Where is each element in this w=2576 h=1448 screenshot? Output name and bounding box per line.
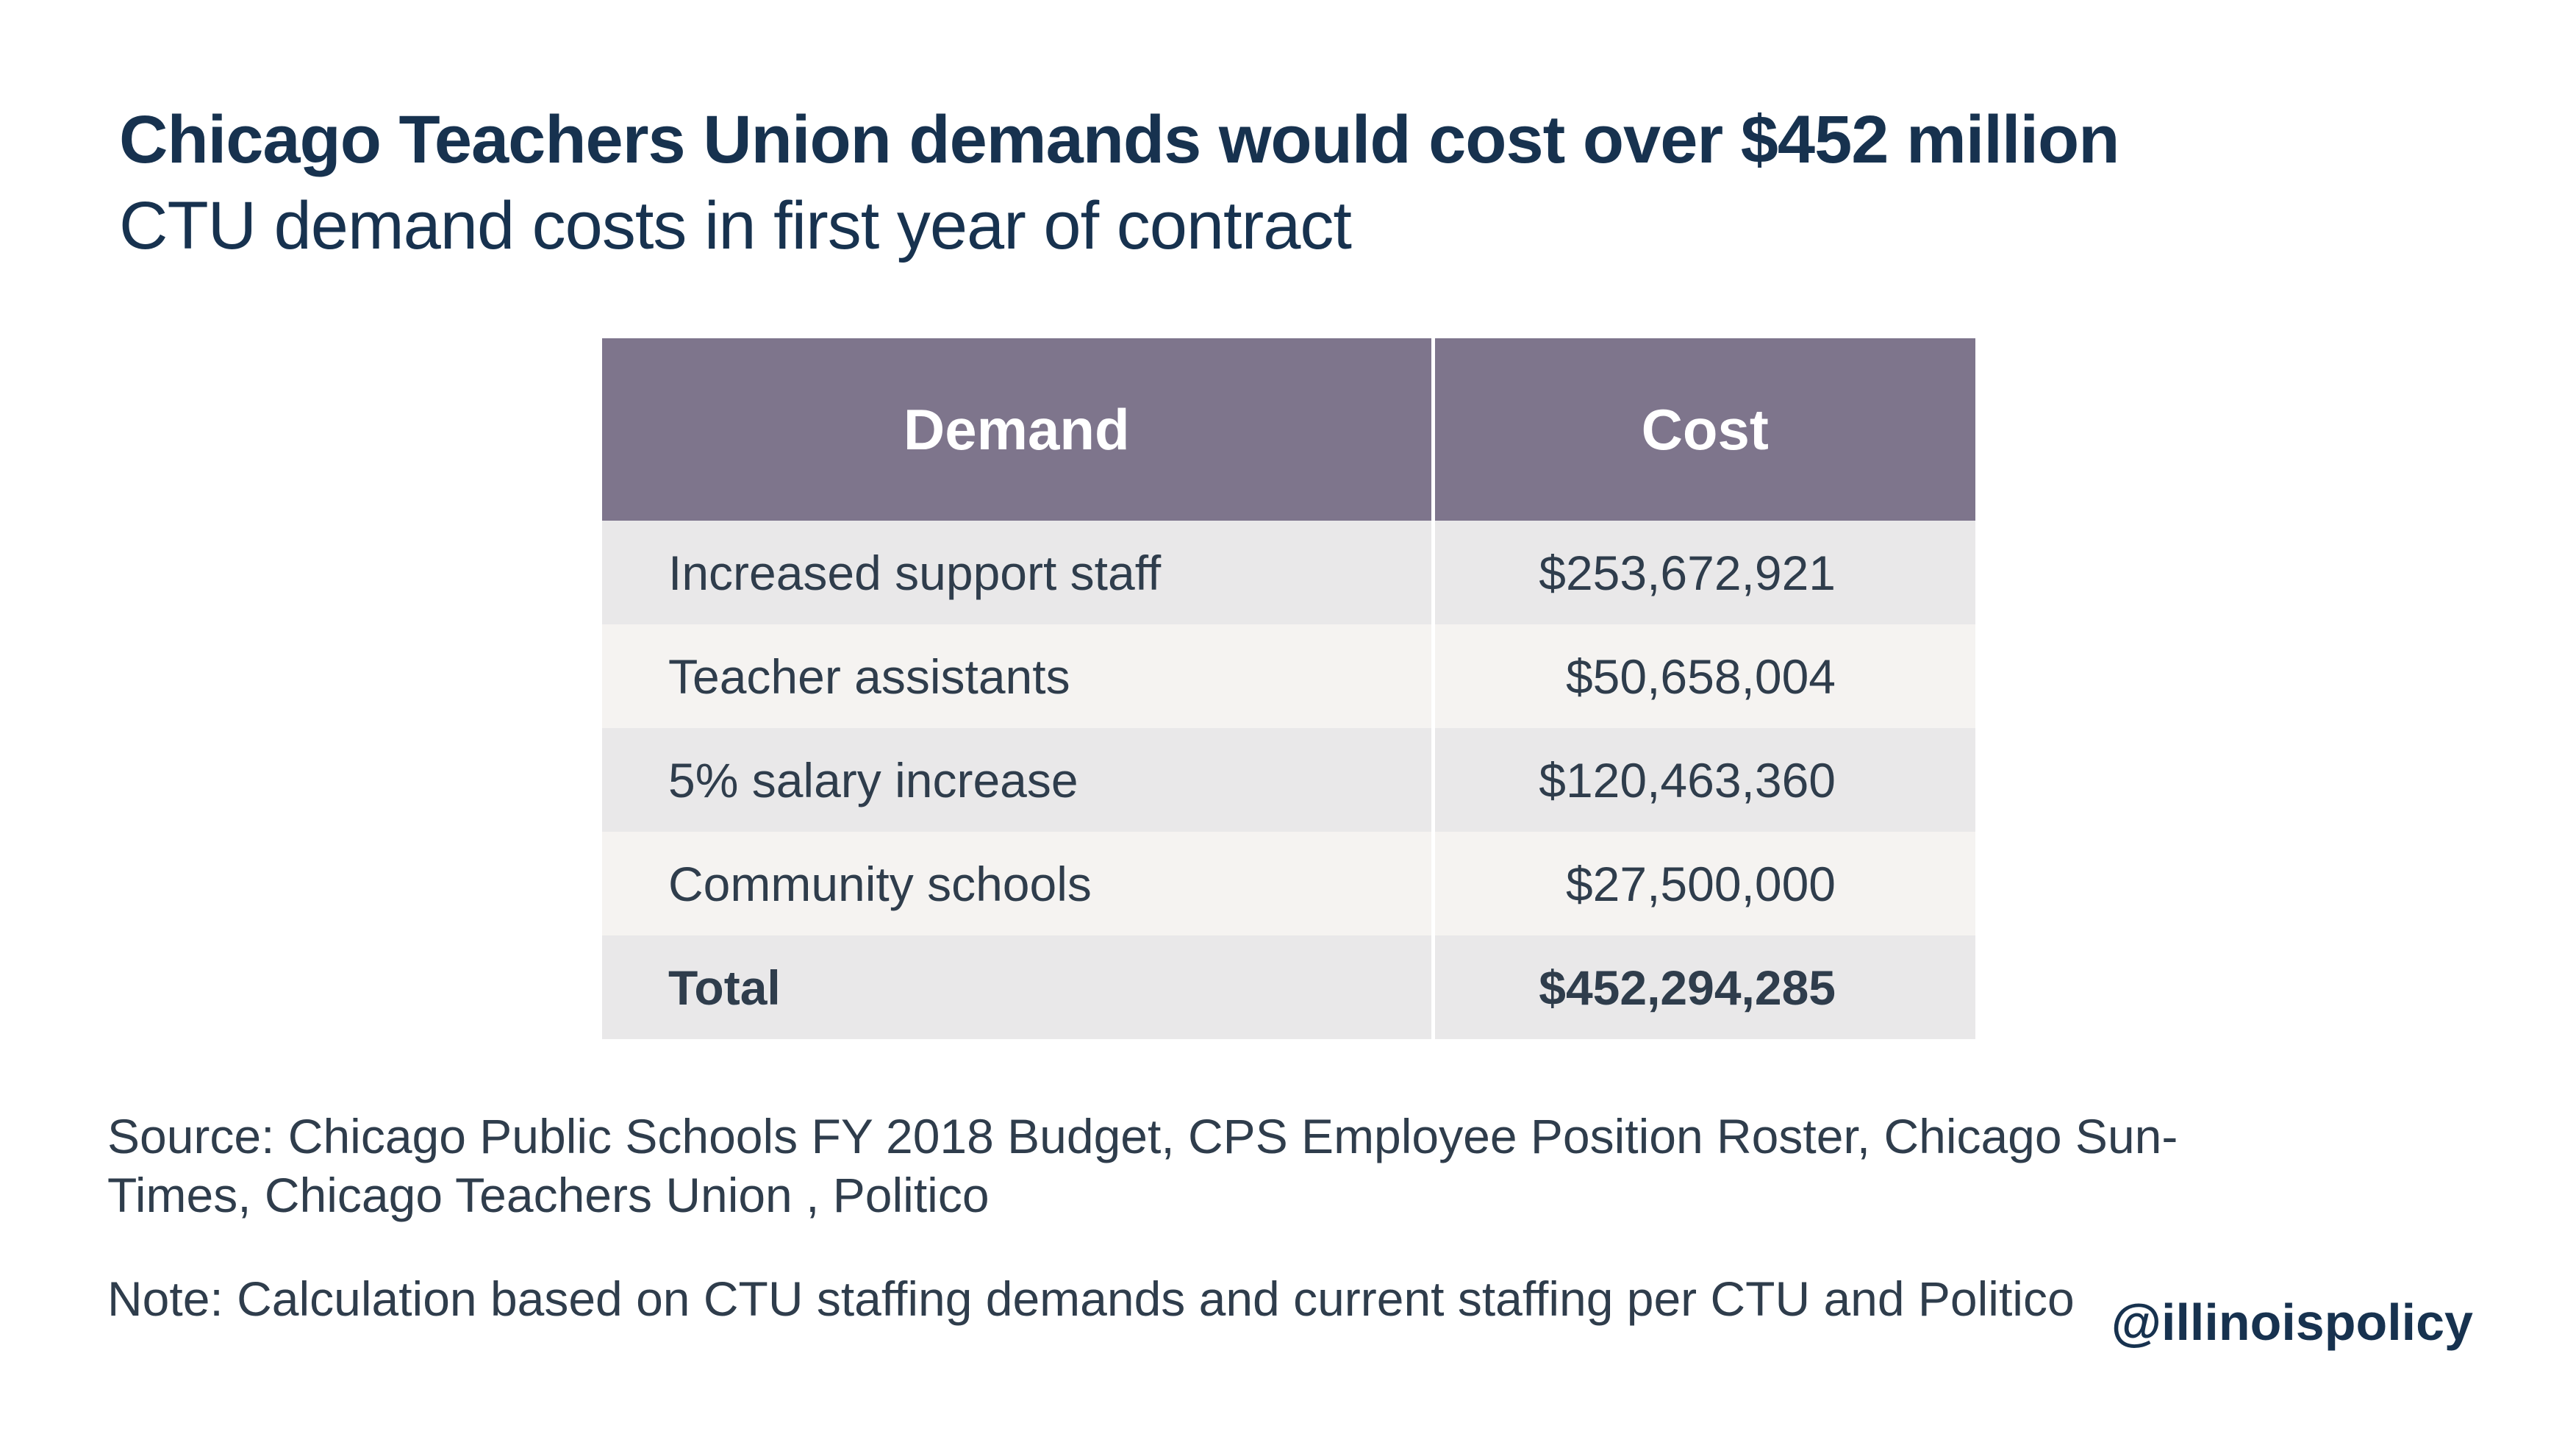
column-header-demand: Demand [602, 338, 1435, 521]
table-header: Demand Cost [602, 338, 1975, 521]
chart-subtitle: CTU demand costs in first year of contra… [119, 188, 1352, 263]
table-row: Teacher assistants $50,658,004 [602, 624, 1975, 728]
source-note: Source: Chicago Public Schools FY 2018 B… [107, 1109, 2178, 1222]
demand-cell: 5% salary increase [602, 728, 1435, 832]
column-header-cost: Cost [1433, 338, 1975, 521]
total-label-cell: Total [602, 935, 1435, 1039]
demand-cell: Teacher assistants [602, 624, 1435, 728]
demand-cost-table: Demand Cost Increased support staff $253… [602, 338, 1975, 1039]
social-handle: @illinoispolicy [2111, 1294, 2473, 1351]
chart-title: Chicago Teachers Union demands would cos… [119, 102, 2119, 177]
table-row: Community schools $27,500,000 [602, 832, 1975, 935]
table-body: Increased support staff $253,672,921 Tea… [602, 521, 1975, 1039]
total-row: Total $452,294,285 [602, 935, 1975, 1039]
cost-table: Demand Cost Increased support staff $253… [602, 338, 1975, 1039]
cost-cell: $27,500,000 [1433, 832, 1975, 935]
header-row: Demand Cost [602, 338, 1975, 521]
calculation-note: Note: Calculation based on CTU staffing … [107, 1272, 2075, 1326]
cost-cell: $253,672,921 [1433, 521, 1975, 624]
total-cost-cell: $452,294,285 [1433, 935, 1975, 1039]
demand-cell: Increased support staff [602, 521, 1435, 624]
cost-cell: $50,658,004 [1433, 624, 1975, 728]
demand-cell: Community schools [602, 832, 1435, 935]
cost-cell: $120,463,360 [1433, 728, 1975, 832]
table-row: Increased support staff $253,672,921 [602, 521, 1975, 624]
table-row: 5% salary increase $120,463,360 [602, 728, 1975, 832]
